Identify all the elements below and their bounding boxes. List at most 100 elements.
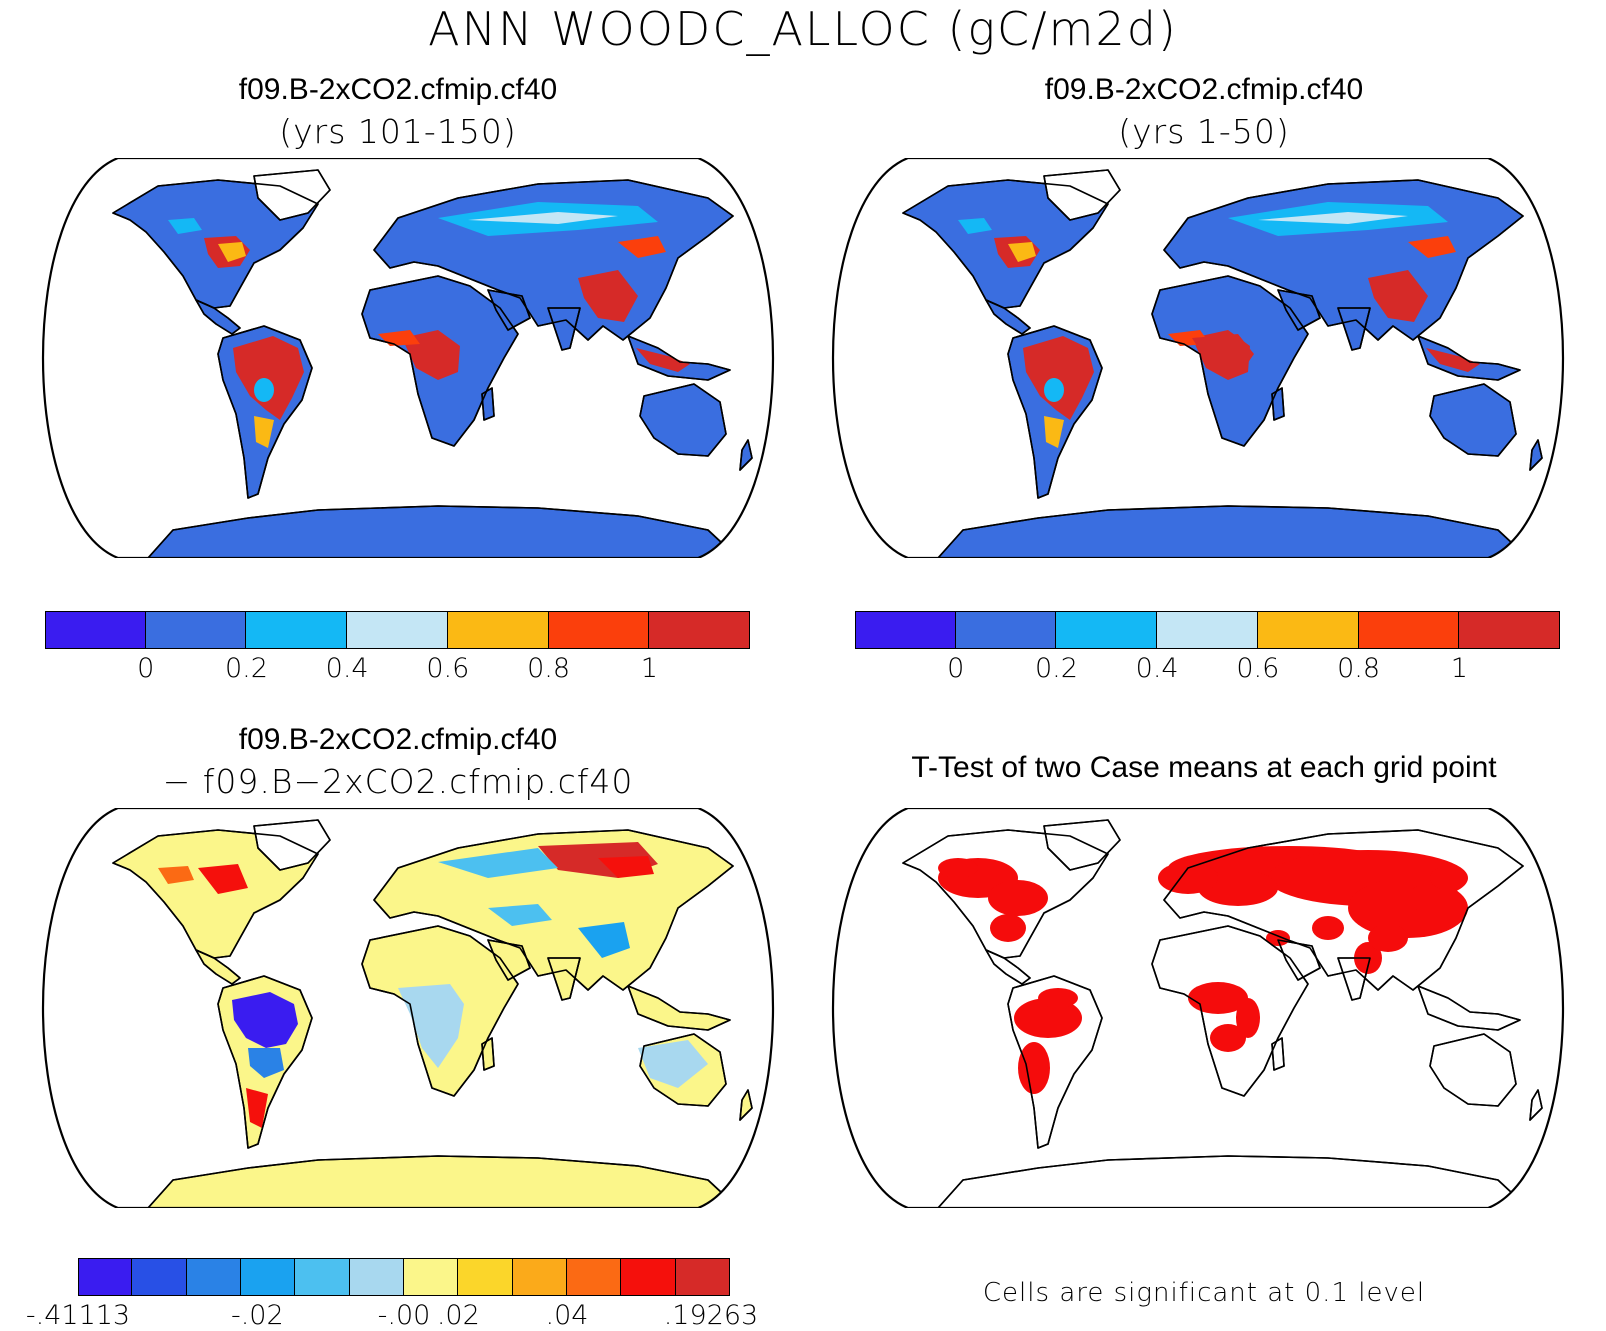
field-patch bbox=[1158, 862, 1218, 894]
field-patch bbox=[1426, 348, 1480, 372]
field-patch bbox=[938, 858, 978, 878]
panel-3-title: f09.B-2xCO2.cfmip.cf40 bbox=[238, 723, 558, 756]
coastline-africa bbox=[361, 925, 519, 1097]
colorbar-swatch bbox=[1257, 611, 1359, 649]
field-patch bbox=[468, 212, 618, 224]
colorbar-swatch bbox=[567, 1258, 622, 1296]
panel-4-title: T-Test of two Case means at each grid po… bbox=[911, 751, 1497, 784]
colorbar-swatch bbox=[458, 1258, 513, 1296]
panel-3-colorbar: -.41113 -.02 -.00.02 .04 .19263 bbox=[26, 1258, 758, 1331]
coastline-seasia bbox=[1417, 335, 1521, 381]
panel-1-map bbox=[41, 158, 775, 558]
field-patch bbox=[438, 848, 558, 878]
colorbar-swatch bbox=[649, 611, 750, 649]
colorbar-tick-label: 0.6 bbox=[426, 653, 470, 684]
map-land-layer bbox=[112, 819, 753, 1208]
coastline-arabia bbox=[1277, 289, 1321, 331]
coastline-samerica bbox=[1007, 325, 1103, 499]
coastline-india bbox=[547, 307, 581, 351]
field-patch bbox=[246, 1088, 268, 1128]
figure-title: ANN WOODC_ALLOC (gC/m2d) bbox=[428, 2, 1178, 56]
field-patch bbox=[1236, 998, 1260, 1038]
colorbar-tick-label: .04 bbox=[545, 1300, 589, 1331]
colorbar-swatch bbox=[1358, 611, 1460, 649]
colorbar-tick-label: 0.4 bbox=[325, 653, 369, 684]
colorbar-swatch bbox=[855, 611, 956, 649]
colorbar-tick-label: 0.2 bbox=[1034, 653, 1078, 684]
field-patch bbox=[1408, 236, 1456, 258]
colorbar-tick-label: -.02 bbox=[230, 1300, 284, 1331]
colorbar-tick-label: 0.2 bbox=[224, 653, 268, 684]
coastline-antarctica bbox=[937, 505, 1529, 558]
field-patch bbox=[198, 864, 248, 894]
map-land-layer bbox=[902, 819, 1543, 1208]
field-patch bbox=[232, 992, 298, 1048]
field-patch bbox=[598, 856, 654, 878]
colorbar-swatch bbox=[347, 611, 448, 649]
coastline-madagascar bbox=[1271, 387, 1285, 421]
coastline-australia bbox=[1429, 383, 1517, 457]
coastline-india bbox=[547, 957, 581, 1001]
field-patch bbox=[578, 270, 638, 322]
panel-1-title: f09.B-2xCO2.cfmip.cf40 bbox=[238, 73, 558, 106]
field-patch bbox=[1018, 1042, 1050, 1094]
coastline-greenland bbox=[253, 819, 331, 871]
panel-2-colorbar: 0 0.2 0.4 0.6 0.8 1 bbox=[855, 611, 1560, 684]
field-patch bbox=[638, 1040, 708, 1088]
field-patch bbox=[254, 416, 274, 448]
map-land-layer bbox=[112, 169, 753, 558]
coastline-samerica bbox=[217, 975, 313, 1149]
field-patch bbox=[1044, 378, 1064, 402]
coastline-arabia bbox=[487, 939, 531, 981]
colorbar-tick-label: 0.4 bbox=[1135, 653, 1179, 684]
field-patch bbox=[168, 218, 202, 234]
panel-3-map bbox=[41, 808, 775, 1208]
field-patch bbox=[233, 336, 304, 420]
colorbar-swatch bbox=[404, 1258, 459, 1296]
coastline-antarctica bbox=[147, 505, 739, 558]
map-frame bbox=[41, 808, 775, 1208]
colorbar-swatch bbox=[447, 611, 549, 649]
coastline-greenland bbox=[253, 169, 331, 221]
coastline-greenland bbox=[1043, 819, 1121, 871]
field-patch bbox=[1258, 212, 1408, 224]
coastline-eurasia bbox=[1163, 829, 1524, 991]
coastline-namerica bbox=[112, 179, 319, 309]
field-patch bbox=[988, 880, 1048, 916]
coastline-namerica bbox=[902, 179, 1109, 309]
colorbar-swatch bbox=[132, 1258, 187, 1296]
panel-3-subtitle: − f09.B−2xCO2.cfmip.cf40 bbox=[162, 762, 634, 801]
coastline-newzealand bbox=[739, 1089, 753, 1121]
colorbar-tick-label: .19263 bbox=[663, 1300, 759, 1331]
colorbar-tick-label: 0.8 bbox=[527, 653, 571, 684]
coastline-africa bbox=[1151, 275, 1309, 447]
panel-2-title: f09.B-2xCO2.cfmip.cf40 bbox=[1044, 73, 1364, 106]
coastline-seasia bbox=[627, 335, 731, 381]
coastline-india bbox=[1337, 307, 1371, 351]
coastline-australia bbox=[1429, 1033, 1517, 1107]
colorbar-swatch bbox=[1459, 611, 1560, 649]
field-patch bbox=[990, 914, 1026, 942]
field-patch bbox=[1408, 884, 1448, 912]
coastline-samerica bbox=[1007, 975, 1103, 1149]
colorbar-tick-label: 1 bbox=[1450, 653, 1468, 684]
colorbar-swatch bbox=[45, 611, 146, 649]
colorbar-swatch bbox=[621, 1258, 676, 1296]
colorbar-swatch bbox=[349, 1258, 404, 1296]
field-patch bbox=[1038, 988, 1078, 1008]
field-patch bbox=[1188, 982, 1248, 1014]
colorbar-tick-label: .02 bbox=[436, 1300, 480, 1331]
colorbar-swatch bbox=[295, 1258, 350, 1296]
coastline-arabia bbox=[1277, 939, 1321, 981]
map-frame bbox=[831, 808, 1565, 1208]
coastline-madagascar bbox=[481, 1037, 495, 1071]
coastline-africa bbox=[1151, 925, 1309, 1097]
field-patch bbox=[218, 242, 246, 262]
colorbar-swatch bbox=[246, 611, 348, 649]
colorbar-tick-label: -.00 bbox=[377, 1300, 431, 1331]
coastline-eurasia bbox=[373, 179, 734, 341]
field-patch bbox=[636, 348, 690, 372]
colorbar-swatch bbox=[145, 611, 247, 649]
field-patch bbox=[1368, 924, 1408, 952]
coastline-central bbox=[985, 299, 1031, 335]
